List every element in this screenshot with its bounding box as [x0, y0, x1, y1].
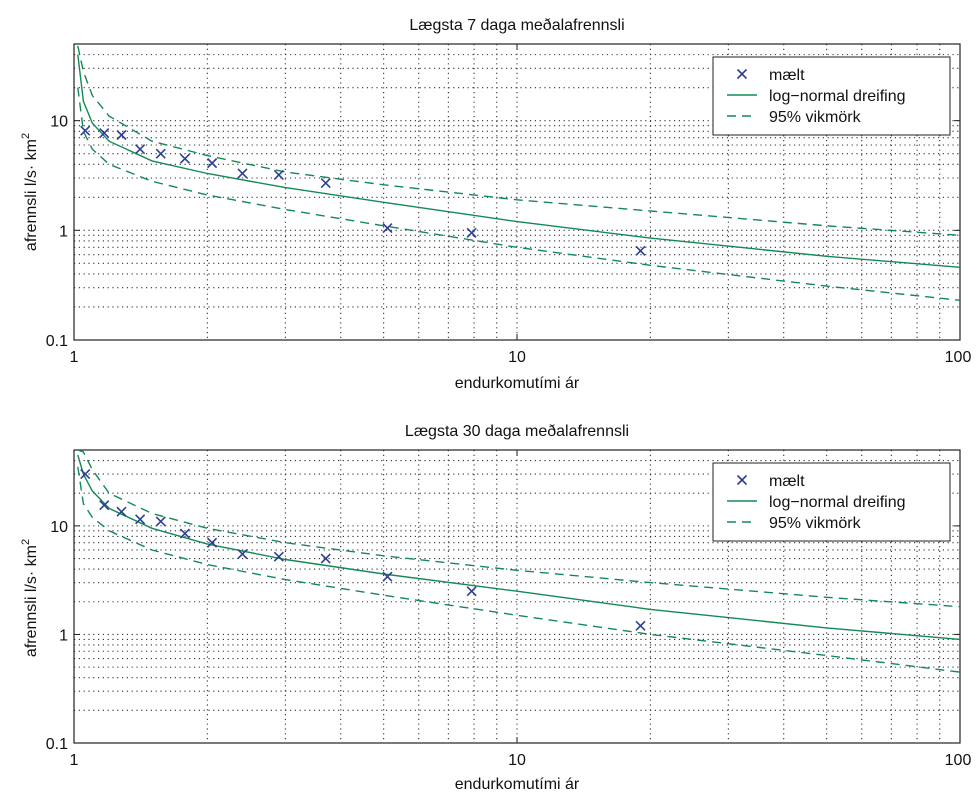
- data-point-marker: [466, 227, 477, 238]
- data-point-marker: [179, 153, 191, 164]
- data-point-marker: [635, 245, 646, 256]
- marker-stroke: [207, 158, 218, 169]
- x-tick-label: 1: [70, 349, 79, 366]
- y-tick-label: 0.1: [46, 736, 68, 753]
- marker-stroke: [273, 169, 284, 180]
- x-axis-label: endurkomutími ár: [455, 776, 580, 793]
- marker-stroke: [179, 528, 191, 539]
- x-tick-label: 100: [945, 752, 972, 769]
- y-tick-label: 1: [59, 223, 68, 240]
- data-point-marker: [99, 500, 110, 511]
- data-point-marker: [116, 129, 127, 141]
- marker-stroke: [635, 245, 646, 256]
- marker-stroke: [80, 469, 91, 480]
- data-point-marker: [382, 222, 393, 234]
- marker-stroke: [237, 549, 248, 560]
- marker-stroke: [320, 177, 331, 189]
- x-tick-label: 10: [508, 349, 526, 366]
- marker-stroke: [135, 514, 146, 525]
- data-point-marker: [382, 571, 393, 582]
- legend-label-fit: log−normal dreifing: [769, 88, 906, 105]
- data-point-marker: [207, 537, 218, 548]
- data-point-marker: [237, 168, 248, 179]
- marker-stroke: [382, 571, 393, 582]
- x-tick-label: 10: [508, 752, 526, 769]
- fit-line: [77, 454, 960, 641]
- marker-stroke: [736, 474, 748, 486]
- legend-box: [712, 462, 951, 542]
- marker-stroke: [155, 516, 166, 527]
- ci-line-upper: [77, 45, 960, 236]
- marker-stroke: [273, 551, 284, 562]
- y-tick-label: 1: [59, 627, 68, 644]
- data-point-marker: [155, 516, 166, 527]
- chart-title: Lægsta 30 daga meðalafrennsli: [405, 423, 629, 440]
- marker-stroke: [237, 168, 248, 179]
- marker-stroke: [207, 537, 218, 548]
- data-point-marker: [155, 148, 166, 159]
- y-tick-label: 0.1: [46, 333, 68, 350]
- marker-stroke: [382, 222, 393, 234]
- marker-stroke: [179, 153, 191, 164]
- marker-stroke: [116, 129, 127, 141]
- chart-title: Lægsta 7 daga meðalafrennsli: [409, 17, 624, 34]
- series-layer: [77, 450, 960, 673]
- y-tick-label: 10: [50, 114, 68, 131]
- data-point-marker: [237, 549, 248, 560]
- data-point-marker: [320, 553, 331, 564]
- fit-line: [77, 54, 960, 268]
- ci-line-upper: [77, 450, 960, 608]
- data-point-marker: [635, 620, 646, 631]
- data-point-marker: [116, 506, 127, 517]
- marker-stroke: [736, 68, 748, 80]
- marker-stroke: [80, 125, 91, 136]
- legend-label-measured: mælt: [769, 473, 805, 490]
- marker-stroke: [635, 620, 646, 631]
- marker-stroke: [99, 500, 110, 511]
- x-axis-label: endurkomutími ár: [455, 375, 580, 392]
- legend-label-fit: log−normal dreifing: [769, 494, 906, 511]
- data-point-marker: [179, 528, 191, 539]
- marker-stroke: [466, 586, 477, 597]
- x-tick-label: 1: [70, 752, 79, 769]
- marker-stroke: [320, 553, 331, 564]
- marker-stroke: [466, 227, 477, 238]
- legend-label-ci: 95% vikmörk: [769, 515, 862, 532]
- legend: mælt log−normal dreifing 95% vikmörk: [712, 462, 951, 542]
- data-point-marker: [273, 169, 284, 180]
- marker-stroke: [155, 148, 166, 159]
- data-point-marker: [320, 177, 331, 189]
- chart-panel-7day: Lægsta 7 daga meðalafrennsli endurkomutí…: [20, 17, 971, 392]
- marker-stroke: [135, 144, 146, 155]
- data-point-marker: [99, 128, 110, 139]
- marker-stroke: [116, 506, 127, 517]
- legend-box: [712, 56, 951, 136]
- data-point-marker: [207, 158, 218, 169]
- data-point-marker: [80, 125, 91, 136]
- y-tick-label: 10: [50, 519, 68, 536]
- ci-line-lower: [77, 87, 960, 301]
- data-point-marker: [273, 551, 284, 562]
- data-point-marker: [466, 586, 477, 597]
- series-layer: [77, 45, 960, 301]
- legend: mælt log−normal dreifing 95% vikmörk: [712, 56, 951, 136]
- data-point-marker: [80, 469, 91, 480]
- marker-stroke: [99, 128, 110, 139]
- legend-swatch-measured: [736, 474, 748, 486]
- legend-swatch-measured: [736, 68, 748, 80]
- y-axis-label: afrennsli l/s· km2: [20, 133, 40, 251]
- x-tick-label: 100: [945, 349, 972, 366]
- y-axis-label: afrennsli l/s· km2: [20, 539, 40, 657]
- data-point-marker: [135, 514, 146, 525]
- chart-panel-30day: Lægsta 30 daga meðalafrennsli endurkomut…: [20, 423, 971, 793]
- legend-label-measured: mælt: [769, 67, 805, 84]
- ci-line-lower: [77, 466, 960, 673]
- data-point-marker: [135, 144, 146, 155]
- legend-label-ci: 95% vikmörk: [769, 109, 862, 126]
